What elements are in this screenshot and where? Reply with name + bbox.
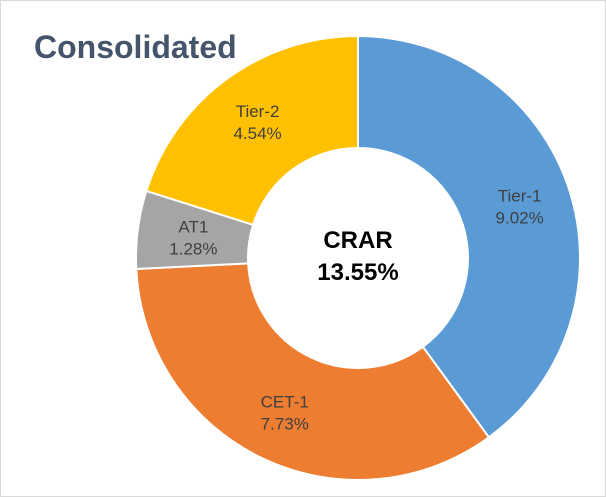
segment-label: CET-1	[261, 392, 309, 411]
donut-segment	[135, 262, 491, 481]
segment-value-label: 1.28%	[169, 240, 217, 259]
segment-value-label: 7.73%	[261, 414, 309, 433]
donut-segment	[145, 34, 359, 227]
donut-segment	[357, 34, 581, 439]
segment-value-label: 4.54%	[233, 124, 281, 143]
chart-title: Consolidated	[34, 29, 237, 65]
donut	[135, 34, 581, 481]
center-value: 13.55%	[317, 259, 398, 286]
segment-label: AT1	[178, 218, 208, 237]
segment-label: Tier-2	[236, 102, 280, 121]
segment-label: Tier-1	[498, 186, 542, 205]
center-label: CRAR	[323, 227, 392, 254]
segment-value-label: 9.02%	[496, 208, 544, 227]
